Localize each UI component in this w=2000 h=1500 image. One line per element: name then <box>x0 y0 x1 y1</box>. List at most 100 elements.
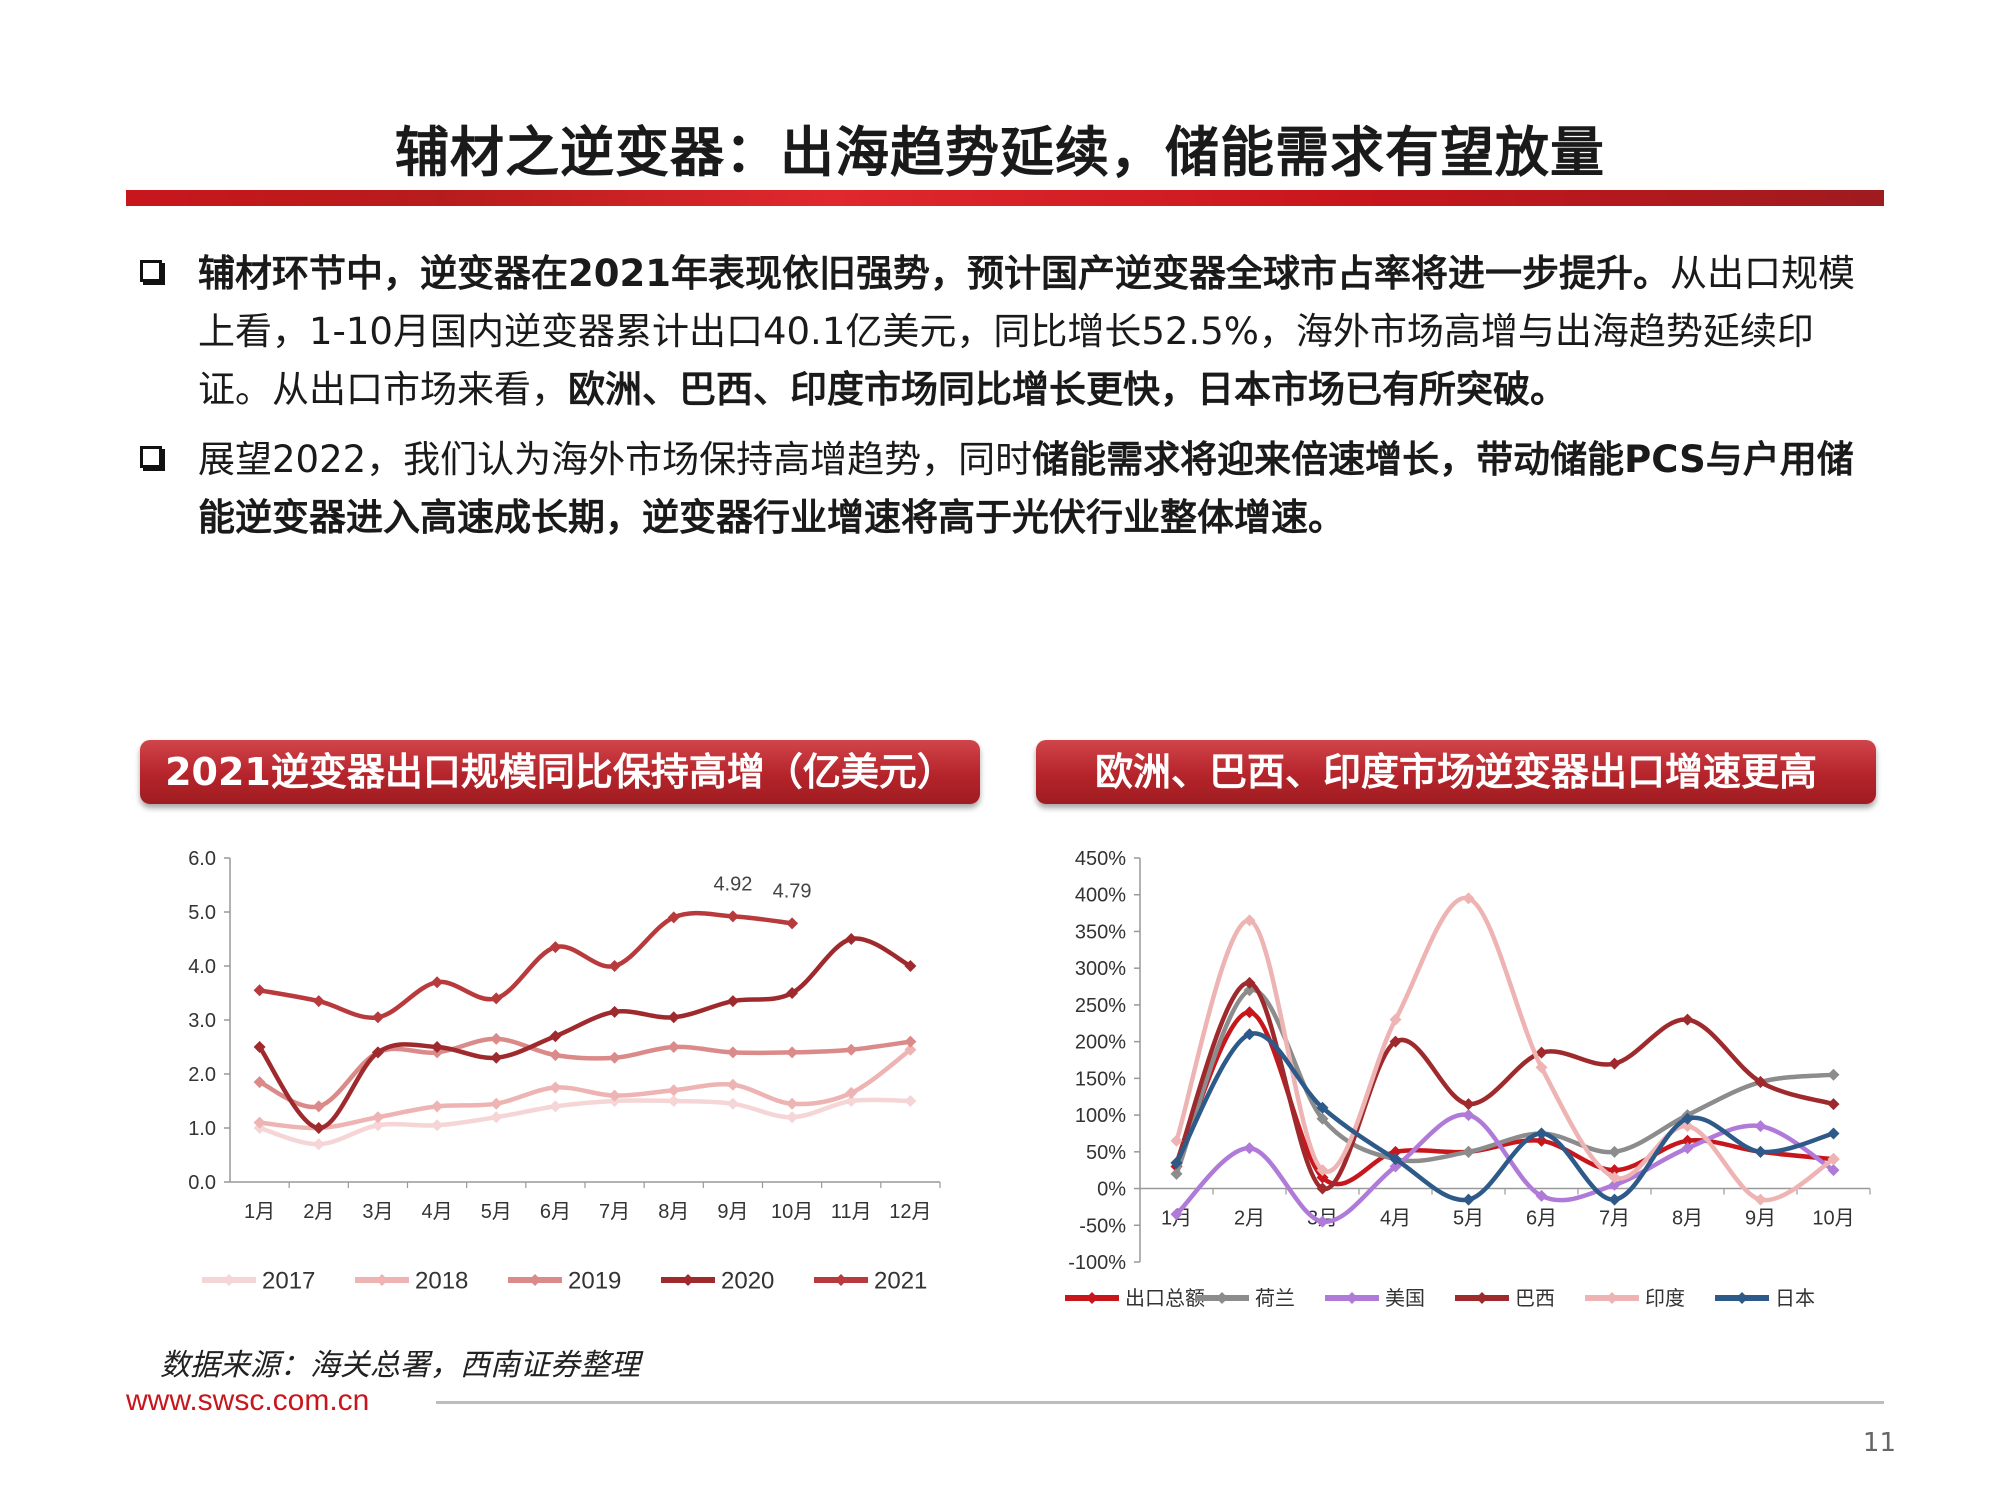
series-line-2018 <box>257 1047 913 1131</box>
series-line-日本 <box>1174 1031 1836 1203</box>
x-tick-label: 2月 <box>1234 1208 1265 1230</box>
data-point-印度 <box>1608 1171 1621 1184</box>
data-point-2018 <box>431 1100 444 1113</box>
data-point-2017 <box>371 1119 384 1132</box>
data-point-日本 <box>1754 1145 1767 1158</box>
data-point-日本 <box>1462 1193 1475 1206</box>
data-point-2019 <box>786 1046 799 1059</box>
data-point-日本 <box>1243 1028 1256 1041</box>
legend-label-2018: 2018 <box>415 1268 468 1295</box>
footer-divider <box>436 1401 1884 1404</box>
data-point-2018 <box>667 1084 680 1097</box>
legend-label-印度: 印度 <box>1645 1287 1685 1310</box>
series-line-2019 <box>257 1036 913 1110</box>
data-point-2020 <box>845 933 858 945</box>
x-tick-label: 5月 <box>481 1201 512 1223</box>
legend-marker <box>1476 1292 1488 1304</box>
data-label: 4.92 <box>713 873 752 895</box>
data-point-2019 <box>549 1049 562 1062</box>
data-point-2019 <box>667 1041 680 1053</box>
data-point-2020 <box>904 960 917 972</box>
data-point-日本 <box>1608 1193 1621 1206</box>
data-point-2019 <box>253 1076 266 1089</box>
data-point-2020 <box>371 1046 384 1059</box>
data-point-日本 <box>1389 1153 1402 1166</box>
y-tick-label: 450% <box>1075 848 1126 870</box>
x-tick-label: 8月 <box>1672 1208 1703 1230</box>
data-point-巴西 <box>1681 1013 1694 1026</box>
data-point-巴西 <box>1389 1035 1402 1048</box>
series-line-2021 <box>257 910 795 1020</box>
data-point-2020 <box>726 995 739 1008</box>
checkbox-bullet-icon <box>140 260 162 282</box>
x-tick-label: 10月 <box>771 1201 813 1223</box>
market-growth-chart: -100% -50% 0% 50% 100% 150% 200% 250% 300% 350% 40… <box>1065 848 1871 1310</box>
data-point-2021 <box>431 976 444 989</box>
y-tick-label: 100% <box>1075 1105 1126 1127</box>
page-title: 辅材之逆变器：出海趋势延续，储能需求有望放量 <box>395 121 1605 184</box>
bullet-2: 展望2022，我们认为海外市场保持高增趋势，同时储能需求将迎来倍速增长，带动储能… <box>140 431 1880 547</box>
data-point-2019 <box>490 1032 503 1045</box>
legend-marker <box>1086 1292 1098 1304</box>
data-point-2017 <box>904 1095 917 1107</box>
data-point-印度 <box>1535 1061 1548 1074</box>
x-tick-label: 7月 <box>599 1201 630 1223</box>
y-tick-label: 400% <box>1075 885 1126 907</box>
data-point-印度 <box>1462 892 1475 905</box>
data-source-note: 数据来源：海关总署，西南证券整理 <box>160 1348 640 1383</box>
x-tick-label: 7月 <box>1599 1208 1630 1230</box>
data-point-2019 <box>845 1043 858 1056</box>
data-point-2019 <box>904 1035 917 1048</box>
data-point-美国 <box>1608 1178 1621 1191</box>
data-point-巴西 <box>1608 1057 1621 1070</box>
data-point-印度 <box>1389 1013 1402 1026</box>
data-point-印度 <box>1827 1153 1840 1166</box>
bullet-1: 辅材环节中，逆变器在2021年表现依旧强势，预计国产逆变器全球市占率将进一步提升… <box>140 245 1880 419</box>
legend-label-荷兰: 荷兰 <box>1255 1287 1295 1310</box>
y-tick-label: 5.0 <box>188 902 216 924</box>
data-point-2017 <box>845 1095 858 1107</box>
data-point-2021 <box>786 917 799 930</box>
data-point-巴西 <box>1754 1076 1767 1089</box>
data-point-2019 <box>608 1051 621 1064</box>
x-tick-label: 10月 <box>1812 1208 1854 1230</box>
data-point-2017 <box>667 1095 680 1107</box>
legend-marker <box>1346 1292 1358 1304</box>
series-line-美国 <box>1174 1112 1836 1224</box>
data-point-印度 <box>1170 1134 1183 1147</box>
x-tick-label: 1月 <box>244 1201 275 1223</box>
data-point-出口总额 <box>1608 1164 1621 1177</box>
data-point-2021 <box>726 910 739 923</box>
data-point-2021 <box>312 995 325 1008</box>
legend-marker <box>835 1274 847 1286</box>
data-point-美国 <box>1316 1215 1329 1228</box>
legend-label-2017: 2017 <box>262 1268 315 1295</box>
legend-marker <box>1736 1292 1748 1304</box>
data-point-2021 <box>549 941 562 954</box>
data-point-出口总额 <box>1535 1134 1548 1147</box>
x-tick-label: 9月 <box>1745 1208 1776 1230</box>
x-tick-label: 12月 <box>889 1201 931 1223</box>
data-point-日本 <box>1535 1127 1548 1140</box>
data-point-2018 <box>786 1097 799 1110</box>
data-point-2018 <box>608 1089 621 1102</box>
data-point-美国 <box>1535 1189 1548 1202</box>
legend-label-2019: 2019 <box>568 1268 621 1295</box>
legend-label-日本: 日本 <box>1775 1287 1815 1310</box>
data-point-日本 <box>1681 1112 1694 1125</box>
x-tick-label: 8月 <box>658 1201 689 1223</box>
x-tick-label: 4月 <box>422 1201 453 1223</box>
data-point-美国 <box>1827 1164 1840 1177</box>
legend-marker <box>1606 1292 1618 1304</box>
data-point-荷兰 <box>1608 1145 1621 1158</box>
y-tick-label: 0.0 <box>188 1172 216 1194</box>
website-link[interactable]: www.swsc.com.cn <box>126 1384 370 1417</box>
data-point-出口总额 <box>1316 1171 1329 1184</box>
y-tick-label: 200% <box>1075 1032 1126 1054</box>
data-point-印度 <box>1754 1193 1767 1206</box>
data-point-2017 <box>312 1138 325 1151</box>
data-point-巴西 <box>1462 1098 1475 1111</box>
legend-label-出口总额: 出口总额 <box>1125 1287 1205 1310</box>
data-point-2020 <box>490 1051 503 1064</box>
data-point-2018 <box>371 1111 384 1124</box>
